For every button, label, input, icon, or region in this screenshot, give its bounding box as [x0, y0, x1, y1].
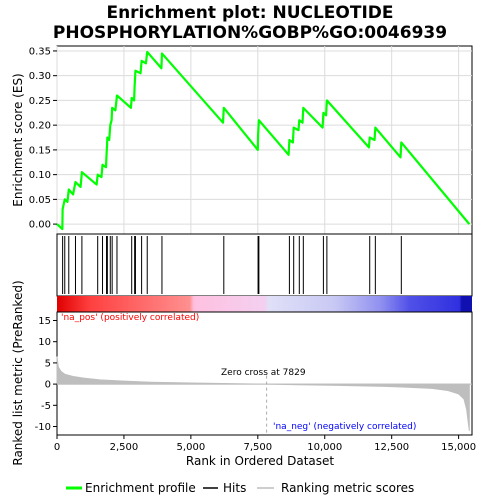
- x-tick-label: 7,500: [243, 442, 272, 453]
- metric-panel-frame: [56, 311, 473, 436]
- zero-cross-label: Zero cross at 7829: [221, 368, 306, 378]
- chart-title-line2: PHOSPHORYLATION%GOBP%GO:0046939: [53, 23, 447, 43]
- metric-y-tick-label: 0: [45, 380, 51, 391]
- rank-color-bar: [57, 296, 472, 312]
- metric-panel: -10 -5 0 5 10 15 0 2,500 5,000 7,500 10,000 12,500…: [11, 280, 476, 468]
- x-tick-label: 12,500: [374, 442, 409, 453]
- metric-y-tick-label: 10: [38, 337, 51, 348]
- hits-panel: [56, 233, 473, 297]
- x-axis: 0 2,500 5,000 7,500 10,000 12,500 15,000: [54, 435, 476, 453]
- x-axis-label: Rank in Ordered Dataset: [186, 454, 334, 468]
- es-y-tick-label: 0.25: [29, 96, 51, 107]
- x-tick-label: 15,000: [441, 442, 476, 453]
- hit-markers: [62, 236, 402, 294]
- chart-title-line1: Enrichment plot: NUCLEOTIDE: [106, 3, 393, 23]
- metric-y-axis-label: Ranked list metric (PreRanked): [11, 280, 25, 465]
- es-y-tick-label: 0.35: [29, 46, 51, 57]
- x-tick-label: 2,500: [110, 442, 139, 453]
- metric-y-tick-label: 15: [38, 316, 51, 327]
- x-tick-label: 5,000: [177, 442, 206, 453]
- metric-y-axis: -10 -5 0 5 10 15: [35, 316, 57, 433]
- es-y-tick-label: 0.05: [29, 195, 51, 206]
- es-y-axis: 0.00 0.05 0.10 0.15 0.20 0.25 0.30 0.35: [29, 46, 57, 231]
- legend-hits-label: Hits: [223, 481, 246, 495]
- es-y-tick-label: 0.20: [29, 121, 51, 132]
- legend: Enrichment profile Hits Ranking metric s…: [66, 481, 414, 495]
- x-tick-label: 0: [54, 442, 60, 453]
- metric-y-tick-label: -5: [41, 401, 51, 412]
- rank-gradient-bar: [57, 296, 472, 312]
- legend-enrichment-label: Enrichment profile: [85, 481, 196, 495]
- metric-y-tick-label: 5: [45, 358, 51, 369]
- x-tick-label: 10,000: [307, 442, 342, 453]
- hits-panel-frame: [56, 233, 473, 297]
- legend-metric-label: Ranking metric scores: [281, 481, 414, 495]
- enrichment-profile-line: [56, 50, 471, 231]
- neg-correlated-label: 'na_neg' (negatively correlated): [273, 422, 416, 432]
- enrichment-profile-polyline: [56, 50, 471, 231]
- pos-correlated-label: 'na_pos' (positively correlated): [61, 313, 199, 323]
- es-y-tick-label: 0.00: [29, 220, 51, 231]
- es-panel: 0.00 0.05 0.10 0.15 0.20 0.25 0.30 0.35 Enrichm…: [11, 45, 473, 235]
- es-y-tick-label: 0.30: [29, 71, 51, 82]
- metric-y-tick-label: -10: [35, 422, 51, 433]
- es-panel-frame: [56, 45, 473, 235]
- es-y-tick-label: 0.10: [29, 170, 51, 181]
- es-y-axis-label: Enrichment score (ES): [11, 73, 25, 206]
- es-y-tick-label: 0.15: [29, 145, 51, 156]
